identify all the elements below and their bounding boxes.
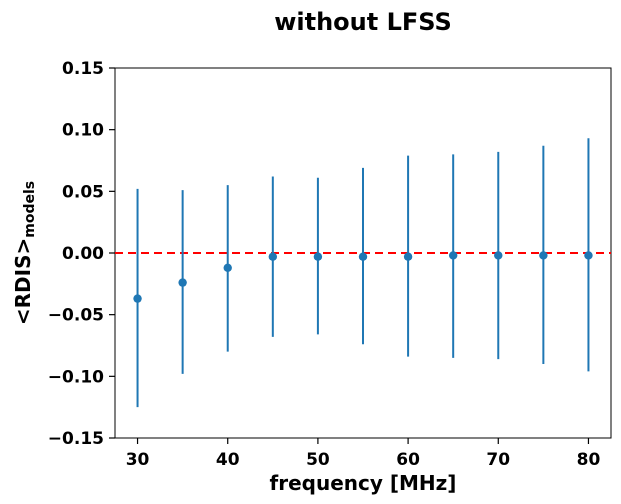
y-tick-label: −0.05: [48, 306, 104, 326]
data-point: [539, 251, 548, 260]
y-axis-label: <RDIS>models: [11, 181, 38, 325]
data-point: [358, 252, 368, 261]
data-point: [223, 263, 232, 272]
x-tick-label: 60: [396, 450, 420, 470]
x-tick-label: 50: [306, 450, 330, 470]
data-point: [133, 294, 142, 303]
x-tick-label: 70: [486, 450, 510, 470]
data-point: [268, 252, 278, 261]
y-axis-label-sub: models: [22, 181, 38, 238]
x-tick-label: 30: [126, 450, 150, 470]
y-tick-label: 0.00: [62, 244, 104, 264]
y-tick-label: 0.05: [62, 182, 104, 202]
chart-title: without LFSS: [274, 8, 452, 36]
y-tick-label: 0.15: [62, 59, 104, 79]
data-point: [313, 252, 323, 261]
y-tick-label: 0.10: [62, 121, 104, 141]
data-point: [403, 252, 413, 261]
data-point: [448, 251, 458, 260]
x-tick-label: 80: [577, 450, 601, 470]
data-point: [584, 251, 593, 260]
x-axis-label: frequency [MHz]: [270, 471, 457, 495]
y-tick-label: −0.15: [48, 429, 104, 449]
data-point: [494, 251, 503, 260]
x-tick-label: 40: [216, 450, 240, 470]
y-tick-label: −0.10: [48, 367, 104, 387]
data-point: [178, 278, 187, 287]
y-axis-label-main: <RDIS>: [11, 238, 35, 325]
